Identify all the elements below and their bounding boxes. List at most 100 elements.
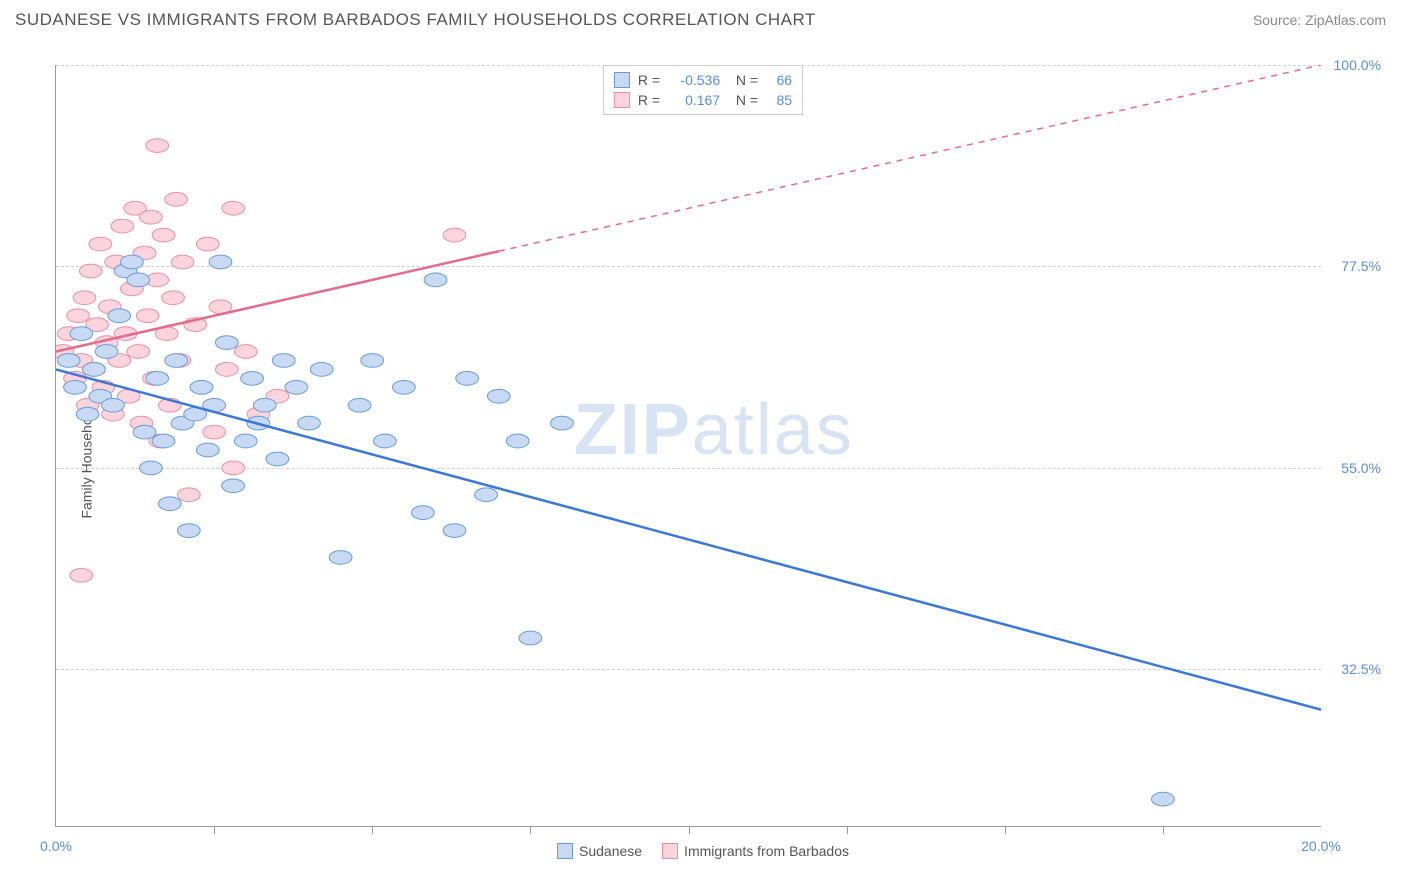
- scatter-point: [64, 380, 87, 394]
- scatter-svg: [56, 65, 1321, 826]
- scatter-point: [139, 210, 162, 224]
- ytick-label: 100.0%: [1334, 57, 1381, 73]
- series-legend: Sudanese Immigrants from Barbados: [557, 843, 849, 859]
- scatter-point: [443, 228, 466, 242]
- scatter-point: [285, 380, 308, 394]
- legend-swatch: [614, 72, 630, 88]
- scatter-point: [127, 345, 150, 359]
- scatter-point: [139, 461, 162, 475]
- scatter-point: [443, 524, 466, 538]
- scatter-point: [215, 336, 238, 350]
- scatter-point: [215, 363, 238, 377]
- xtick: [372, 826, 373, 834]
- scatter-point: [519, 631, 542, 645]
- scatter-point: [79, 264, 102, 278]
- scatter-point: [158, 497, 181, 511]
- legend-n-value: 85: [766, 92, 792, 108]
- scatter-point: [57, 354, 80, 368]
- ytick-label: 32.5%: [1341, 661, 1381, 677]
- xtick: [689, 826, 690, 834]
- legend-row: R =-0.536 N =66: [614, 70, 792, 90]
- scatter-point: [136, 309, 159, 323]
- scatter-point: [209, 255, 232, 269]
- scatter-point: [133, 425, 156, 439]
- scatter-point: [241, 372, 264, 386]
- legend-row: R = 0.167 N = 85: [614, 90, 792, 110]
- scatter-point: [73, 291, 96, 305]
- scatter-point: [89, 237, 112, 251]
- scatter-point: [392, 380, 415, 394]
- scatter-point: [127, 273, 150, 287]
- legend-swatch: [662, 843, 678, 859]
- legend-swatch: [614, 92, 630, 108]
- xtick: [530, 826, 531, 834]
- scatter-point: [111, 219, 134, 233]
- legend-n-label: N =: [728, 92, 758, 108]
- scatter-point: [348, 398, 371, 412]
- scatter-point: [266, 452, 289, 466]
- scatter-point: [475, 488, 498, 502]
- xtick: [1005, 826, 1006, 834]
- scatter-point: [152, 434, 175, 448]
- legend-r-value: 0.167: [668, 92, 720, 108]
- scatter-point: [190, 380, 213, 394]
- scatter-point: [108, 309, 131, 323]
- scatter-point: [222, 201, 245, 215]
- scatter-point: [67, 309, 90, 323]
- xtick: [1163, 826, 1164, 834]
- chart-container: Family Households ZIPatlas 32.5%55.0%77.…: [15, 40, 1391, 877]
- xtick-label: 0.0%: [40, 838, 72, 854]
- xtick-label: 20.0%: [1301, 838, 1341, 854]
- scatter-point: [171, 255, 194, 269]
- correlation-legend: R = -0.536 N = 66 R = 0.167 N = 85: [603, 65, 803, 115]
- scatter-point: [165, 192, 188, 206]
- scatter-point: [234, 434, 257, 448]
- scatter-point: [424, 273, 447, 287]
- chart-source: Source: ZipAtlas.com: [1253, 12, 1386, 28]
- ytick-label: 77.5%: [1341, 258, 1381, 274]
- scatter-point: [203, 425, 226, 439]
- legend-label: Immigrants from Barbados: [684, 843, 849, 859]
- scatter-point: [196, 237, 219, 251]
- scatter-point: [456, 372, 479, 386]
- trend-line: [56, 369, 1321, 709]
- scatter-point: [196, 443, 219, 457]
- xtick: [847, 826, 848, 834]
- scatter-point: [146, 139, 169, 153]
- scatter-point: [222, 461, 245, 475]
- scatter-point: [411, 506, 434, 520]
- scatter-point: [70, 568, 93, 582]
- scatter-point: [152, 228, 175, 242]
- scatter-point: [253, 398, 276, 412]
- scatter-point: [1151, 792, 1174, 806]
- scatter-point: [361, 354, 384, 368]
- legend-swatch: [557, 843, 573, 859]
- legend-label: Sudanese: [579, 843, 642, 859]
- scatter-point: [165, 354, 188, 368]
- scatter-point: [487, 389, 510, 403]
- scatter-point: [146, 372, 169, 386]
- scatter-point: [102, 398, 125, 412]
- scatter-point: [551, 416, 574, 430]
- legend-r-value: -0.536: [668, 72, 720, 88]
- scatter-point: [329, 551, 352, 565]
- scatter-point: [162, 291, 185, 305]
- scatter-point: [234, 345, 257, 359]
- xtick: [214, 826, 215, 834]
- legend-r-label: R =: [638, 92, 660, 108]
- scatter-point: [83, 363, 106, 377]
- scatter-point: [95, 345, 118, 359]
- scatter-point: [121, 255, 144, 269]
- scatter-point: [70, 327, 93, 341]
- scatter-point: [272, 354, 295, 368]
- legend-n-value: 66: [766, 72, 792, 88]
- scatter-point: [76, 407, 99, 421]
- legend-r-label: R =: [638, 72, 660, 88]
- chart-header: SUDANESE VS IMMIGRANTS FROM BARBADOS FAM…: [0, 0, 1406, 35]
- scatter-point: [310, 363, 333, 377]
- scatter-point: [374, 434, 397, 448]
- legend-item: Immigrants from Barbados: [662, 843, 849, 859]
- chart-title: SUDANESE VS IMMIGRANTS FROM BARBADOS FAM…: [15, 10, 816, 30]
- scatter-point: [177, 524, 200, 538]
- scatter-point: [177, 488, 200, 502]
